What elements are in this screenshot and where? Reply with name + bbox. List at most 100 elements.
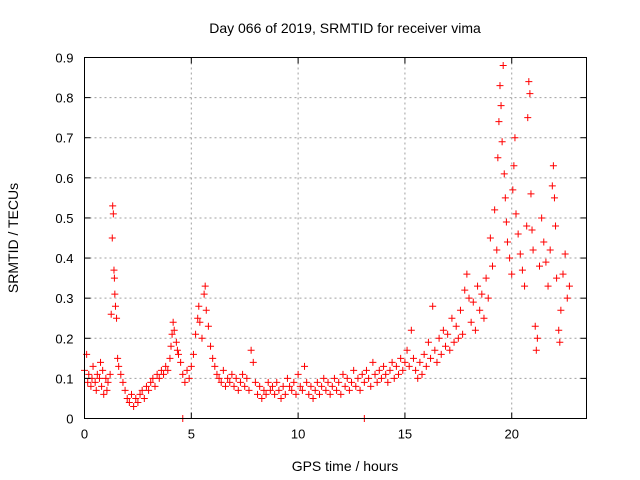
data-point: [290, 378, 298, 386]
data-point: [356, 386, 364, 394]
data-point: [533, 334, 541, 342]
data-point: [433, 358, 441, 366]
data-point: [166, 354, 174, 362]
data-point: [550, 194, 558, 202]
data-point: [170, 326, 178, 334]
plot-frame: [84, 57, 587, 419]
data-point: [288, 386, 296, 394]
data-point: [224, 374, 232, 382]
data-point: [476, 306, 484, 314]
data-point: [444, 330, 452, 338]
data-point: [241, 382, 249, 390]
data-point: [536, 262, 544, 270]
data-point: [563, 294, 571, 302]
data-point: [407, 326, 415, 334]
data-point: [264, 378, 272, 386]
data-point: [322, 386, 330, 394]
data-point: [446, 346, 454, 354]
data-point: [532, 346, 540, 354]
data-point: [509, 186, 517, 194]
data-point: [395, 370, 403, 378]
data-point: [514, 230, 522, 238]
data-point: [236, 378, 244, 386]
data-point: [239, 370, 247, 378]
data-point: [523, 222, 531, 230]
data-point: [114, 354, 122, 362]
y-tick-label: 0.9: [55, 51, 73, 66]
data-point: [258, 394, 266, 402]
data-point: [521, 282, 529, 290]
data-point: [286, 382, 294, 390]
data-point: [412, 366, 420, 374]
data-point: [292, 390, 300, 398]
data-point: [172, 338, 180, 346]
data-point: [243, 374, 251, 382]
data-point: [337, 390, 345, 398]
data-point: [403, 346, 411, 354]
data-point: [311, 386, 319, 394]
data-point: [195, 302, 203, 310]
data-point: [496, 82, 504, 90]
data-point: [386, 366, 394, 374]
data-point: [209, 354, 217, 362]
data-points: [81, 62, 573, 422]
data-point: [506, 254, 514, 262]
data-point: [525, 78, 533, 86]
data-point: [510, 162, 518, 170]
data-point: [491, 206, 499, 214]
data-point: [213, 370, 221, 378]
data-point: [226, 378, 234, 386]
data-point: [110, 266, 118, 274]
data-point: [228, 370, 236, 378]
data-point: [127, 390, 135, 398]
y-tick-label: 0.4: [55, 251, 73, 266]
data-point: [174, 350, 182, 358]
data-point: [262, 390, 270, 398]
data-point: [298, 386, 306, 394]
axis-ticks: [84, 57, 587, 419]
data-point: [221, 382, 229, 390]
data-point: [375, 366, 383, 374]
data-point: [92, 386, 100, 394]
data-point: [110, 274, 118, 282]
data-point: [442, 342, 450, 350]
data-point: [145, 386, 153, 394]
data-point: [87, 382, 95, 390]
data-point: [390, 374, 398, 382]
data-point: [219, 366, 227, 374]
data-point: [512, 210, 520, 218]
data-point: [542, 258, 550, 266]
data-point: [420, 350, 428, 358]
data-point: [392, 362, 400, 370]
data-point: [200, 290, 208, 298]
data-point: [275, 386, 283, 394]
data-point: [459, 330, 467, 338]
y-tick-label: 0.2: [55, 331, 73, 346]
data-point: [93, 370, 101, 378]
data-point: [527, 190, 535, 198]
data-point: [493, 246, 501, 254]
data-point: [121, 386, 129, 394]
data-point: [149, 374, 157, 382]
data-point: [352, 382, 360, 390]
data-point: [382, 370, 390, 378]
data-point: [345, 386, 353, 394]
data-point: [281, 390, 289, 398]
y-tick-label: 0.7: [55, 131, 73, 146]
data-point: [99, 366, 107, 374]
data-point: [117, 370, 125, 378]
data-point: [164, 366, 172, 374]
data-point: [380, 362, 388, 370]
data-point: [526, 90, 534, 98]
data-point: [108, 234, 116, 242]
data-point: [437, 350, 445, 358]
data-point: [125, 398, 133, 406]
data-point: [155, 374, 163, 382]
data-point: [494, 154, 502, 162]
data-point: [330, 374, 338, 382]
data-point: [365, 374, 373, 382]
data-point: [134, 398, 142, 406]
data-point: [260, 386, 268, 394]
data-point: [196, 318, 204, 326]
data-point: [185, 374, 193, 382]
